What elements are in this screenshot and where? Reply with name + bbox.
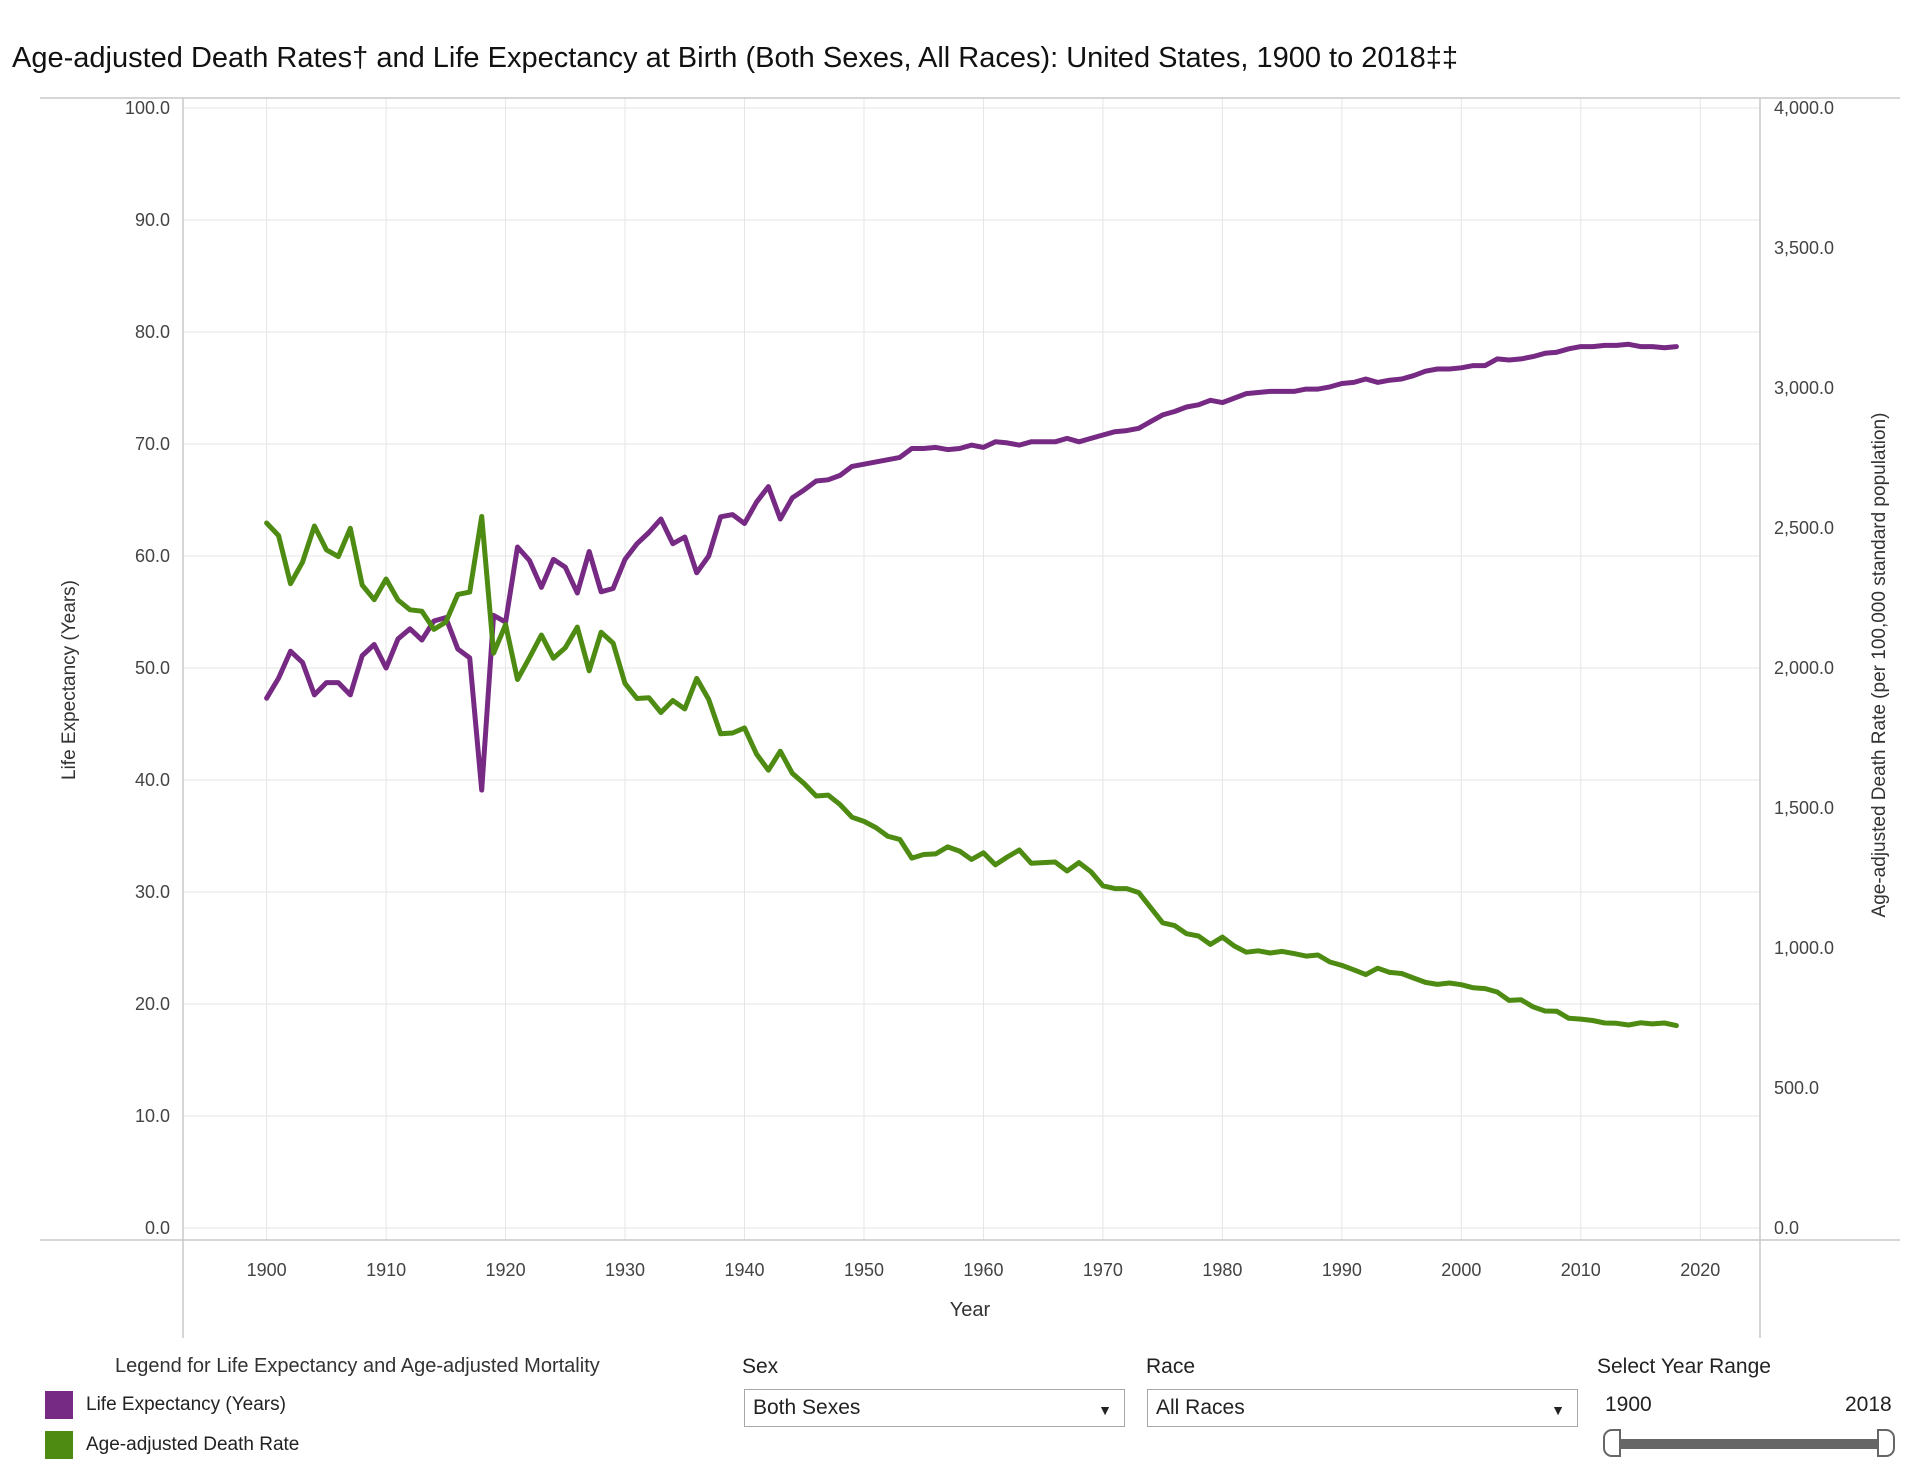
y-left-tick-label: 40.0: [135, 770, 170, 790]
legend-swatch-death-rate: [45, 1431, 73, 1459]
y-axis-left-label: Life Expectancy (Years): [59, 580, 80, 780]
death-rate-line: [264, 514, 1679, 1029]
y-right-tick-label: 3,500.0: [1774, 238, 1834, 258]
y-right-tick-label: 3,000.0: [1774, 378, 1834, 398]
race-label: Race: [1146, 1355, 1196, 1378]
year-range-end-handle[interactable]: [1877, 1429, 1895, 1457]
x-tick-label: 2000: [1441, 1260, 1481, 1280]
axes: [40, 97, 1900, 1338]
sex-select-value: Both Sexes: [753, 1396, 861, 1419]
tick-labels: 1900 1910 1920 1930 1940 1950 1960 1970 1980 1990…: [125, 98, 1834, 1280]
chevron-down-icon: ▼: [1098, 1402, 1112, 1418]
grid-lines: [183, 98, 1760, 1240]
x-tick-label: 1970: [1083, 1260, 1123, 1280]
y-right-tick-label: 1,500.0: [1774, 798, 1834, 818]
year-range-label: Select Year Range: [1597, 1355, 1771, 1378]
chevron-down-icon: ▼: [1551, 1402, 1565, 1418]
y-axis-right-label: Age-adjusted Death Rate (per 100,000 sta…: [1869, 413, 1890, 918]
year-range-slider-track[interactable]: [1610, 1439, 1884, 1449]
y-left-tick-label: 80.0: [135, 322, 170, 342]
legend-label-life-expectancy: Life Expectancy (Years): [86, 1394, 286, 1415]
x-tick-label: 1950: [844, 1260, 884, 1280]
y-left-tick-label: 30.0: [135, 882, 170, 902]
y-left-tick-label: 0.0: [145, 1218, 170, 1238]
y-left-tick-label: 100.0: [125, 98, 170, 118]
x-tick-label: 1940: [724, 1260, 764, 1280]
legend-item-life-expectancy: Life Expectancy (Years): [45, 1391, 286, 1419]
life-expectancy-line: [264, 341, 1679, 793]
x-tick-label: 1990: [1322, 1260, 1362, 1280]
x-tick-label: 1920: [486, 1260, 526, 1280]
x-tick-label: 1960: [963, 1260, 1003, 1280]
y-left-tick-label: 50.0: [135, 658, 170, 678]
year-range-start-handle[interactable]: [1603, 1429, 1621, 1457]
x-tick-label: 1910: [366, 1260, 406, 1280]
legend-swatch-life-expectancy: [45, 1391, 73, 1419]
y-right-tick-label: 1,000.0: [1774, 938, 1834, 958]
x-tick-label: 2020: [1680, 1260, 1720, 1280]
year-range-end-value: 2018: [1845, 1393, 1892, 1416]
y-right-tick-label: 500.0: [1774, 1078, 1819, 1098]
y-left-tick-label: 20.0: [135, 994, 170, 1014]
race-select-value: All Races: [1156, 1396, 1245, 1419]
y-left-tick-label: 70.0: [135, 434, 170, 454]
y-right-tick-label: 2,500.0: [1774, 518, 1834, 538]
y-right-tick-label: 2,000.0: [1774, 658, 1834, 678]
x-axis-label: Year: [950, 1299, 991, 1321]
year-range-start-value: 1900: [1605, 1393, 1652, 1416]
x-tick-label: 2010: [1561, 1260, 1601, 1280]
y-right-tick-label: 4,000.0: [1774, 98, 1834, 118]
legend-item-death-rate: Age-adjusted Death Rate: [45, 1431, 299, 1459]
y-left-tick-label: 60.0: [135, 546, 170, 566]
chart-title: Age-adjusted Death Rates† and Life Expec…: [12, 42, 1459, 74]
y-left-tick-label: 10.0: [135, 1106, 170, 1126]
y-right-tick-label: 0.0: [1774, 1218, 1799, 1238]
series-lines: [264, 341, 1679, 1029]
x-tick-label: 1930: [605, 1260, 645, 1280]
sex-select[interactable]: Both Sexes ▼: [744, 1389, 1125, 1427]
y-left-tick-label: 90.0: [135, 210, 170, 230]
legend-title: Legend for Life Expectancy and Age-adjus…: [115, 1355, 600, 1377]
legend-label-death-rate: Age-adjusted Death Rate: [86, 1434, 300, 1455]
race-select[interactable]: All Races ▼: [1147, 1389, 1578, 1427]
sex-label: Sex: [742, 1355, 779, 1378]
x-tick-label: 1900: [247, 1260, 287, 1280]
x-tick-label: 1980: [1202, 1260, 1242, 1280]
